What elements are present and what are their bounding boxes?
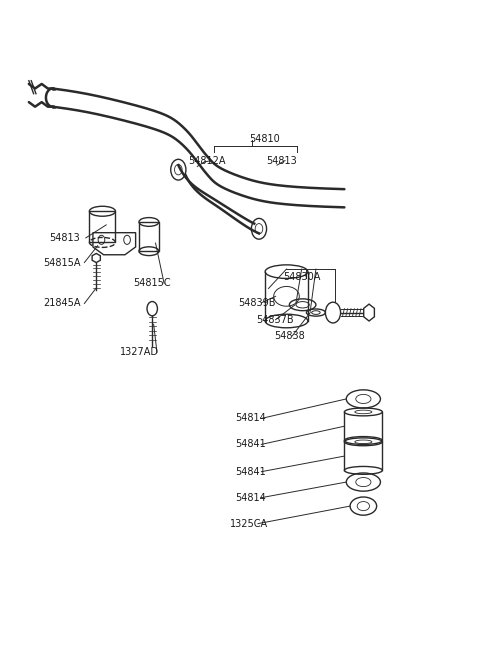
Text: 54810: 54810 <box>250 134 280 144</box>
Text: 54841: 54841 <box>235 466 266 477</box>
Text: 54837B: 54837B <box>257 314 294 325</box>
Text: 54813: 54813 <box>266 156 297 166</box>
Text: 54839B: 54839B <box>239 298 276 308</box>
Text: 54812A: 54812A <box>188 156 225 166</box>
Text: 54815A: 54815A <box>43 257 81 267</box>
Text: 54814: 54814 <box>235 413 266 423</box>
Text: 21845A: 21845A <box>43 299 81 309</box>
Text: 1327AD: 1327AD <box>120 347 159 357</box>
Text: 54814: 54814 <box>235 493 266 502</box>
Text: 54830A: 54830A <box>283 272 320 282</box>
Text: 54815C: 54815C <box>133 278 171 288</box>
Text: 54841: 54841 <box>235 440 266 449</box>
Text: 54838: 54838 <box>275 331 305 341</box>
Text: 1325CA: 1325CA <box>229 519 268 529</box>
Text: 54813: 54813 <box>49 233 80 243</box>
